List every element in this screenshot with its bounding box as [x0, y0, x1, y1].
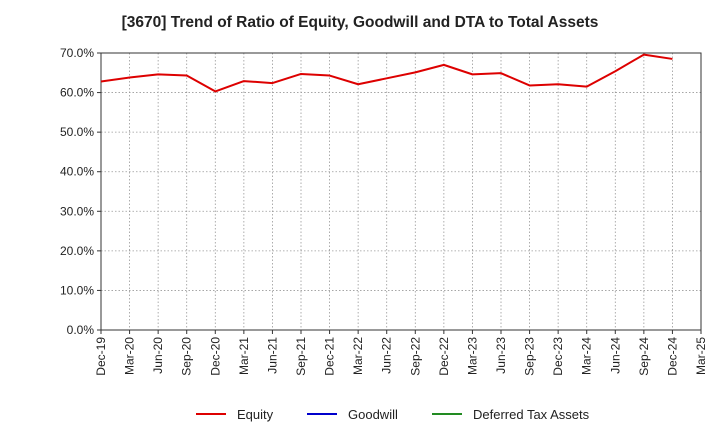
series-lines [100, 53, 673, 93]
x-tick-label: Jun-21 [265, 337, 279, 374]
y-tick-label: 60.0% [60, 86, 94, 100]
y-tick-label: 10.0% [60, 283, 94, 297]
x-tick-label: Mar-25 [694, 337, 708, 375]
x-tick-label: Dec-24 [665, 337, 679, 376]
x-tick-label: Dec-20 [208, 337, 222, 376]
chart-title: [3670] Trend of Ratio of Equity, Goodwil… [121, 14, 599, 31]
x-tick-label: Sep-21 [294, 337, 308, 376]
x-tick-label: Sep-20 [180, 337, 194, 376]
y-tick-label: 20.0% [60, 244, 94, 258]
x-tick-label: Mar-24 [580, 337, 594, 375]
x-tick-label: Mar-23 [465, 337, 479, 375]
x-tick-label: Jun-24 [608, 337, 622, 374]
x-tick-label: Jun-22 [380, 337, 394, 374]
series-line-equity [100, 53, 673, 93]
plot-frame [100, 52, 702, 331]
x-tick-label: Jun-23 [494, 337, 508, 374]
x-tick-label: Dec-21 [323, 337, 337, 376]
x-tick-label: Dec-22 [437, 337, 451, 376]
legend-label-equity: Equity [237, 407, 274, 422]
x-tick-label: Mar-21 [237, 337, 251, 375]
y-tick-label: 40.0% [60, 165, 94, 179]
x-tick-label: Mar-22 [351, 337, 365, 375]
x-tick-label: Sep-22 [408, 337, 422, 376]
x-tick-label: Dec-19 [94, 337, 108, 376]
legend-label-goodwill: Goodwill [348, 407, 398, 422]
legend: Equity Goodwill Deferred Tax Assets [196, 407, 590, 422]
x-tick-label: Mar-20 [123, 337, 137, 375]
y-tick-label: 0.0% [67, 323, 95, 337]
x-tick-label: Sep-24 [637, 337, 651, 376]
legend-label-deferred-tax-assets: Deferred Tax Assets [473, 407, 590, 422]
y-tick-label: 50.0% [60, 125, 94, 139]
y-tick-label: 30.0% [60, 204, 94, 218]
x-tick-label: Sep-23 [523, 337, 537, 376]
x-tick-label: Jun-20 [151, 337, 165, 374]
grid-lines [101, 52, 701, 330]
x-tick-label: Dec-23 [551, 337, 565, 376]
y-tick-label: 70.0% [60, 46, 94, 60]
axes: 0.0% 10.0% 20.0% 30.0% 40.0% 50.0% 60.0% 70.0% D… [60, 46, 708, 376]
